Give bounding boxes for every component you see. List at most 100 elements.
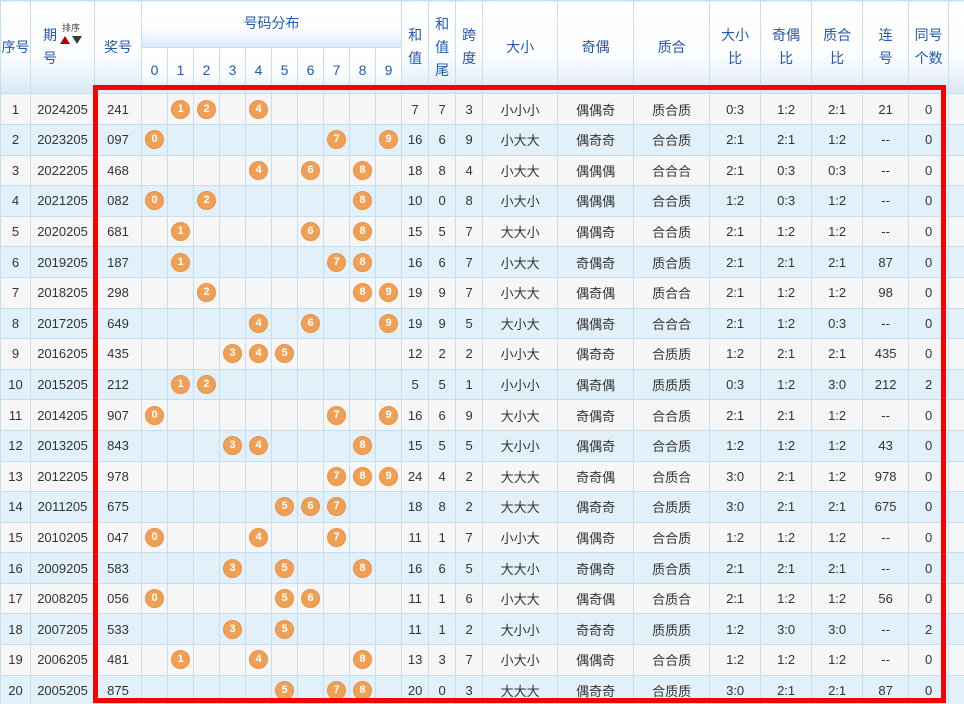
cell-sum-tail: 9	[428, 276, 457, 309]
cell-sum-tail: 6	[428, 123, 457, 156]
digit-ball: 0	[145, 589, 164, 609]
cell-consecutive: 43	[862, 429, 910, 462]
cell-digit-3	[219, 521, 246, 554]
cell-same-count: 0	[908, 154, 950, 187]
cell-prime: 合合质	[633, 215, 711, 248]
cell-prime: 质合质	[633, 93, 711, 125]
cell-parity: 偶奇奇	[557, 674, 635, 704]
cell-same-count: 0	[908, 491, 950, 523]
cell-cutoff	[948, 338, 964, 370]
cell-digit-9	[374, 368, 403, 401]
cell-digit-6: 6	[297, 307, 324, 340]
cell-digit-1: 1	[167, 215, 194, 248]
cell-digit-2	[193, 644, 220, 676]
cell-digit-1	[167, 185, 194, 217]
cell-size-ratio: 1:2	[709, 429, 762, 462]
sort-asc-icon[interactable]	[60, 36, 70, 45]
digit-ball: 4	[249, 527, 268, 547]
cell-sum: 19	[401, 276, 430, 309]
cell-sum: 10	[401, 185, 430, 217]
cell-seq: 15	[0, 521, 31, 554]
sort-desc-icon[interactable]	[72, 36, 82, 45]
cell-same-count: 0	[908, 338, 950, 370]
cell-digit-9	[374, 185, 403, 217]
cell-digit-3	[219, 276, 246, 309]
header-cutoff-column	[948, 0, 964, 95]
cell-parity: 偶偶偶	[557, 154, 635, 187]
cell-period: 2005205	[30, 674, 95, 704]
cell-sum: 15	[401, 429, 430, 462]
cell-prime-ratio: 3:0	[811, 613, 864, 646]
cell-cutoff	[948, 276, 964, 309]
cell-period: 2024205	[30, 93, 95, 125]
cell-digit-8: 8	[349, 460, 376, 493]
cell-digit-3	[219, 123, 246, 156]
cell-digit-4: 4	[245, 154, 272, 187]
cell-size-ratio: 2:1	[709, 246, 762, 278]
table-row: 17 2008205 056 0 5 6 11 1 6 小大大 偶奇偶 合质合 2:1 1:2 1:2 56 0	[0, 582, 964, 615]
cell-consecutive: 212	[862, 368, 910, 401]
cell-span: 7	[455, 276, 484, 309]
cell-consecutive: --	[862, 154, 910, 187]
cell-digit-2	[193, 613, 220, 646]
cell-digit-0	[141, 338, 168, 370]
header-same-count: 同号 个数	[908, 0, 950, 95]
cell-prime-ratio: 1:2	[811, 399, 864, 431]
cell-prime: 质合质	[633, 552, 711, 584]
cell-size-ratio: 0:3	[709, 368, 762, 401]
cell-digit-5	[271, 521, 298, 554]
cell-period: 2007205	[30, 613, 95, 646]
cell-digit-9	[374, 338, 403, 370]
cell-sum: 18	[401, 154, 430, 187]
cell-span: 7	[455, 246, 484, 278]
cell-digit-4	[245, 215, 272, 248]
cell-digit-3	[219, 491, 246, 523]
digit-ball: 4	[249, 650, 268, 670]
cell-parity: 奇偶奇	[557, 552, 635, 584]
cell-prime: 合质合	[633, 460, 711, 493]
header-parity-ratio: 奇偶 比	[760, 0, 813, 95]
cell-cutoff	[948, 613, 964, 646]
cell-prime: 质合质	[633, 246, 711, 278]
cell-digit-9	[374, 644, 403, 676]
digit-ball: 6	[301, 313, 320, 333]
digit-ball: 5	[275, 589, 294, 609]
digit-ball: 1	[171, 99, 190, 119]
cell-digit-1	[167, 613, 194, 646]
cell-sum-tail: 7	[428, 93, 457, 125]
cell-seq: 17	[0, 582, 31, 615]
cell-digit-1	[167, 399, 194, 431]
cell-digit-0: 0	[141, 123, 168, 156]
cell-size-ratio: 2:1	[709, 215, 762, 248]
cell-consecutive: 87	[862, 674, 910, 704]
cell-parity-ratio: 0:3	[760, 154, 813, 187]
cell-digit-2	[193, 307, 220, 340]
cell-sum-tail: 5	[428, 429, 457, 462]
digit-ball: 9	[379, 466, 399, 486]
digit-ball: 1	[171, 375, 190, 395]
sort-control[interactable]: 排序	[60, 23, 82, 45]
cell-span: 9	[455, 123, 484, 156]
cell-digit-8: 8	[349, 644, 376, 676]
cell-size-ratio: 2:1	[709, 154, 762, 187]
digit-ball: 8	[353, 680, 372, 700]
digit-column-header-0: 0	[141, 46, 168, 95]
cell-cutoff	[948, 552, 964, 584]
cell-same-count: 2	[908, 368, 950, 401]
cell-digit-1	[167, 276, 194, 309]
cell-digit-6: 6	[297, 491, 324, 523]
cell-prime-ratio: 2:1	[811, 552, 864, 584]
cell-seq: 6	[0, 246, 31, 278]
table-row: 12 2013205 843 3 4 8 15 5 5 大小小 偶偶奇 合合质 1:2 1:2 1:2 43 0	[0, 429, 964, 462]
cell-digit-4: 4	[245, 521, 272, 554]
cell-digit-0	[141, 154, 168, 187]
cell-prime: 合质质	[633, 491, 711, 523]
header-distribution: 号码分布	[140, 0, 403, 48]
cell-prime-ratio: 1:2	[811, 215, 864, 248]
cell-prime-ratio: 1:2	[811, 276, 864, 309]
cell-digit-4: 4	[245, 93, 272, 125]
table-row: 18 2007205 533 3 5 11 1 2 大小小 奇奇奇 质质质 1:2 3:0 3:0 -- 2	[0, 613, 964, 646]
digit-ball: 8	[353, 222, 372, 242]
cell-same-count: 2	[908, 613, 950, 646]
cell-parity-ratio: 1:2	[760, 582, 813, 615]
